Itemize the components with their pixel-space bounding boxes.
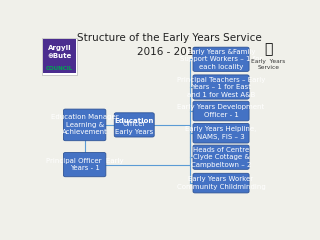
- Text: Principal Teachers – Early
Years – 1 for East
and 1 for West A&B: Principal Teachers – Early Years – 1 for…: [177, 77, 265, 97]
- Text: Early  Years
Service: Early Years Service: [251, 59, 285, 70]
- Text: Early Years Worker
Community Childminding: Early Years Worker Community Childmindin…: [177, 176, 265, 190]
- FancyBboxPatch shape: [193, 101, 249, 121]
- Text: Heads of Centre
Clyde Cottage &
Campbeltown – 2: Heads of Centre Clyde Cottage & Campbelt…: [191, 147, 251, 168]
- Text: Structure of the Early Years Service
2016 - 2017: Structure of the Early Years Service 201…: [76, 33, 261, 57]
- FancyBboxPatch shape: [43, 38, 77, 75]
- FancyBboxPatch shape: [193, 145, 249, 169]
- Text: Early Years &Family
Support Workers – 1 for
each locality: Early Years &Family Support Workers – 1 …: [180, 49, 262, 70]
- Text: Principal Officer  Early
Years - 1: Principal Officer Early Years - 1: [46, 158, 124, 171]
- Text: ⊕Bute: ⊕Bute: [48, 53, 72, 59]
- Text: Education Manager
Learning &
Achievement: Education Manager Learning & Achievement: [51, 114, 118, 135]
- Text: Officer
Early Years: Officer Early Years: [115, 121, 153, 135]
- FancyBboxPatch shape: [63, 109, 106, 141]
- Text: Early Years Development
Officer - 1: Early Years Development Officer - 1: [177, 104, 265, 118]
- Text: Argyll: Argyll: [48, 45, 72, 51]
- Text: COUNCIL: COUNCIL: [46, 66, 74, 71]
- FancyBboxPatch shape: [193, 47, 249, 71]
- FancyBboxPatch shape: [193, 123, 249, 143]
- Text: Education: Education: [115, 118, 154, 124]
- Text: Early Years Helpline,
NAMS, FIS – 3: Early Years Helpline, NAMS, FIS – 3: [185, 126, 257, 140]
- FancyBboxPatch shape: [63, 153, 106, 177]
- Text: 🧒: 🧒: [264, 42, 272, 56]
- FancyBboxPatch shape: [193, 75, 249, 99]
- FancyBboxPatch shape: [193, 173, 249, 193]
- FancyBboxPatch shape: [114, 113, 154, 137]
- FancyBboxPatch shape: [43, 39, 76, 73]
